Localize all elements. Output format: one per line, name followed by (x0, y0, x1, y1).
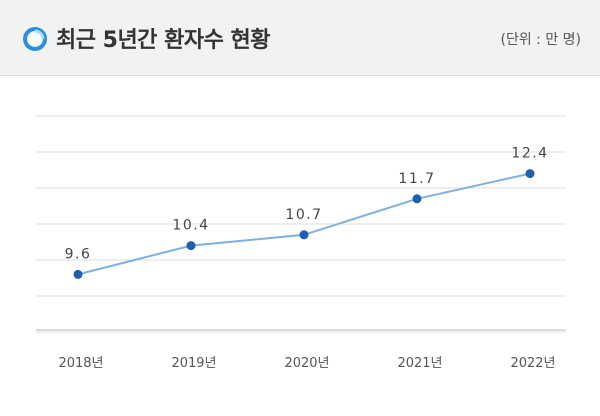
data-points (73, 169, 535, 279)
ring-icon (23, 27, 47, 51)
x-axis-labels: 2018년 2019년 2020년 2021년 2022년 (58, 356, 555, 371)
x-tick-label: 2022년 (510, 356, 555, 371)
unit-label: (단위 : 만 명) (500, 32, 581, 48)
page-title: 최근 5년간 환자수 현황 (56, 28, 270, 53)
x-tick-label: 2020년 (284, 356, 329, 371)
data-point (73, 269, 83, 279)
gridlines (36, 115, 566, 333)
data-point (525, 169, 535, 179)
data-point (299, 230, 309, 240)
value-labels: 9.6 10.4 10.7 11.7 12.4 (65, 146, 548, 263)
data-point (412, 194, 422, 204)
data-point (186, 241, 196, 251)
x-tick-label: 2019년 (171, 356, 216, 371)
x-tick-label: 2018년 (58, 356, 103, 371)
chart-area: 2018년 2019년 2020년 2021년 2022년 9.6 10.4 10.7 11.… (0, 76, 600, 412)
data-label: 12.4 (511, 146, 548, 162)
data-label: 10.7 (285, 207, 322, 223)
data-label: 11.7 (398, 171, 435, 187)
line-chart: 2018년 2019년 2020년 2021년 2022년 9.6 10.4 10.7 11.… (36, 115, 566, 371)
data-label: 10.4 (172, 218, 209, 234)
data-label: 9.6 (65, 246, 92, 262)
x-tick-label: 2021년 (397, 356, 442, 371)
chart-header: 최근 5년간 환자수 현황 (단위 : 만 명) (0, 0, 600, 76)
